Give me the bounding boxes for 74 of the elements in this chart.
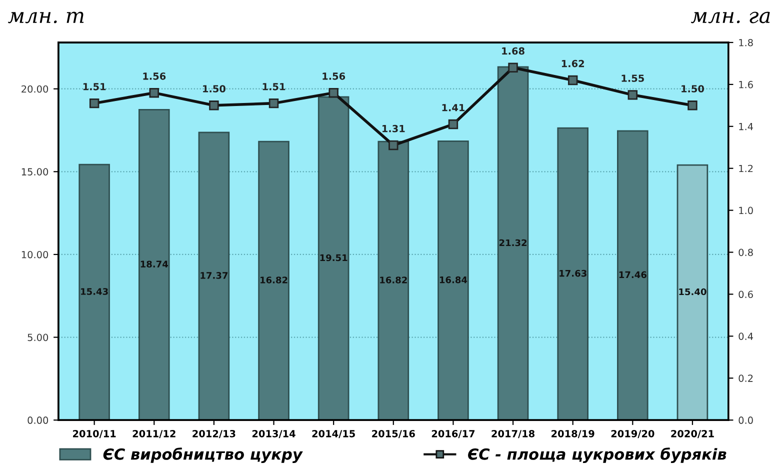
data-label: 1.50 (682, 85, 704, 92)
y2-tick-label: 0.8 (738, 248, 753, 256)
data-label: 17.46 (619, 271, 646, 278)
y-tick-label: 0.00 (28, 416, 48, 424)
y2-tick-label: 1.4 (739, 122, 754, 130)
point (448, 119, 458, 130)
data-label: 1.50 (203, 85, 226, 92)
bar (78, 164, 110, 420)
x-tick-label: 2019/20 (611, 430, 654, 438)
x-tick-label: 2014/15 (312, 430, 355, 438)
y2-tick-label: 0.6 (738, 290, 753, 298)
legend-label: ЄС виробництво цукру (103, 448, 303, 463)
y-tick-label: 5.00 (28, 334, 48, 342)
bar (318, 96, 350, 420)
data-label: 15.40 (679, 288, 706, 296)
data-label: 19.51 (320, 254, 348, 262)
x-tick-label: 2015/16 (372, 430, 415, 438)
x-tick-label: 2018/19 (552, 430, 594, 438)
data-label: 1.62 (562, 60, 584, 68)
data-label: 17.37 (200, 272, 228, 279)
y2-tick-label: 1.2 (739, 164, 753, 172)
bar (258, 140, 290, 420)
data-label: 18.74 (140, 260, 168, 268)
y-tick-label: 20.00 (22, 85, 48, 93)
point (89, 98, 100, 108)
bar (557, 127, 588, 420)
point (268, 98, 279, 108)
x-tick-label: 2012/13 (192, 430, 236, 438)
point (568, 75, 578, 86)
data-label: 1.68 (502, 47, 524, 55)
data-label: 1.41 (442, 104, 465, 112)
bar (198, 132, 230, 420)
bar (617, 130, 648, 420)
point (628, 90, 638, 100)
bar (497, 66, 529, 420)
data-label: 1.51 (83, 83, 106, 90)
data-label: 16.84 (440, 276, 468, 284)
data-label: 1.31 (382, 124, 405, 132)
x-tick-label: 2011/12 (132, 430, 176, 438)
legend-label: ЄС - площа цукрових буряків (468, 448, 726, 463)
y2-tick-label: 1.0 (739, 206, 753, 214)
y2-tick-label: 0.0 (738, 416, 753, 424)
y2-tick-label: 1.8 (739, 38, 753, 46)
y-axis-title: млн. т (8, 12, 84, 24)
y2-tick-label: 0.2 (738, 374, 753, 382)
data-label: 1.55 (622, 74, 644, 82)
data-label: 1.56 (322, 72, 346, 80)
x-tick-label: 2016/17 (432, 430, 475, 438)
x-tick-label: 2017/18 (492, 430, 534, 438)
data-label: 17.63 (560, 270, 586, 277)
x-tick-label: 2010/11 (73, 430, 116, 438)
y2-tick-label: 1.6 (739, 80, 753, 88)
data-label: 15.43 (81, 288, 108, 295)
data-label: 1.56 (143, 72, 166, 80)
bar (138, 109, 170, 420)
point (508, 62, 518, 73)
x-tick-label: 2020/21 (671, 430, 714, 438)
x-tick-label: 2013/14 (252, 430, 296, 438)
bar (438, 140, 469, 420)
point (688, 100, 698, 110)
bar (676, 164, 708, 420)
y2-axis-title: млн. га (691, 12, 770, 24)
point (328, 88, 338, 98)
y-tick-label: 10.00 (22, 250, 48, 258)
bar (378, 140, 410, 420)
point (149, 88, 159, 98)
point (388, 140, 398, 150)
data-label: 21.32 (499, 239, 527, 246)
data-label: 16.82 (260, 276, 288, 284)
y2-tick-label: 0.4 (738, 332, 754, 340)
y-tick-label: 15.00 (22, 168, 48, 176)
data-label: 16.82 (380, 276, 407, 284)
point (209, 100, 219, 110)
data-label: 1.51 (262, 83, 286, 90)
